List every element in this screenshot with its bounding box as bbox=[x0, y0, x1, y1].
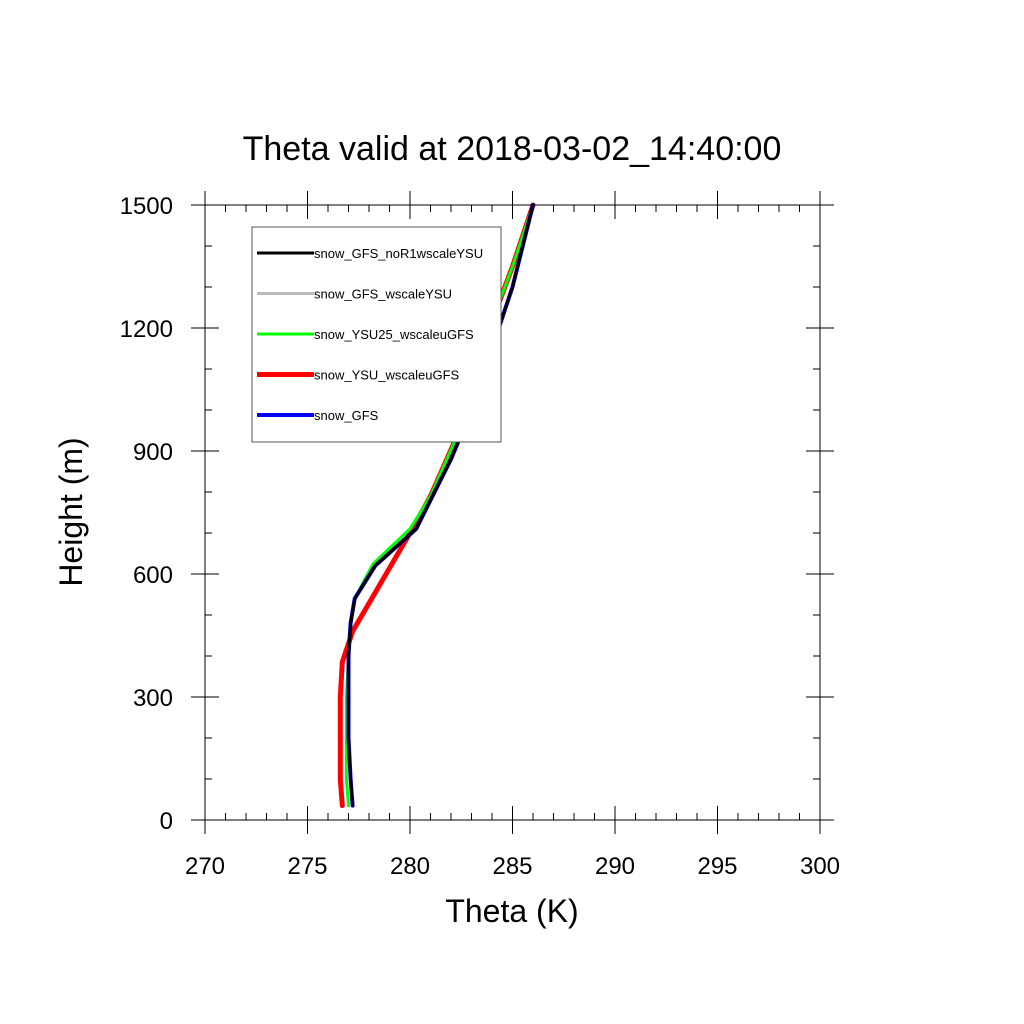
legend: snow_GFS_noR1wscaleYSU snow_GFS_wscaleYSU… bbox=[251, 226, 502, 443]
legend-label: snow_YSU_wscaleuGFS bbox=[314, 368, 460, 383]
axis-tick-labels: 270 275 280 285 290 295 300 0 300 600 900 1200 1500 bbox=[120, 193, 840, 880]
x-axis-label: Theta (K) bbox=[445, 893, 578, 929]
legend-label: snow_YSU25_wscaleuGFS bbox=[314, 327, 474, 342]
x-tick-label: 270 bbox=[185, 853, 225, 880]
x-tick-label: 285 bbox=[492, 853, 532, 880]
x-tick-label: 290 bbox=[595, 853, 635, 880]
y-tick-label: 300 bbox=[133, 685, 173, 712]
chart-title: Theta valid at 2018-03-02_14:40:00 bbox=[243, 130, 782, 168]
x-tick-label: 300 bbox=[800, 853, 840, 880]
legend-label: snow_GFS_noR1wscaleYSU bbox=[314, 246, 483, 261]
y-axis-label: Height (m) bbox=[53, 437, 89, 586]
y-tick-label: 1500 bbox=[120, 193, 173, 220]
plot-area-frame bbox=[204, 204, 821, 821]
axis-ticks bbox=[191, 191, 834, 834]
x-tick-label: 275 bbox=[287, 853, 327, 880]
y-tick-label: 0 bbox=[160, 808, 173, 835]
y-tick-label: 1200 bbox=[120, 316, 173, 343]
legend-label: snow_GFS bbox=[314, 408, 379, 423]
legend-label: snow_GFS_wscaleYSU bbox=[314, 287, 452, 302]
y-tick-label: 600 bbox=[133, 562, 173, 589]
x-tick-label: 295 bbox=[697, 853, 737, 880]
x-tick-label: 280 bbox=[390, 853, 430, 880]
y-tick-label: 900 bbox=[133, 439, 173, 466]
